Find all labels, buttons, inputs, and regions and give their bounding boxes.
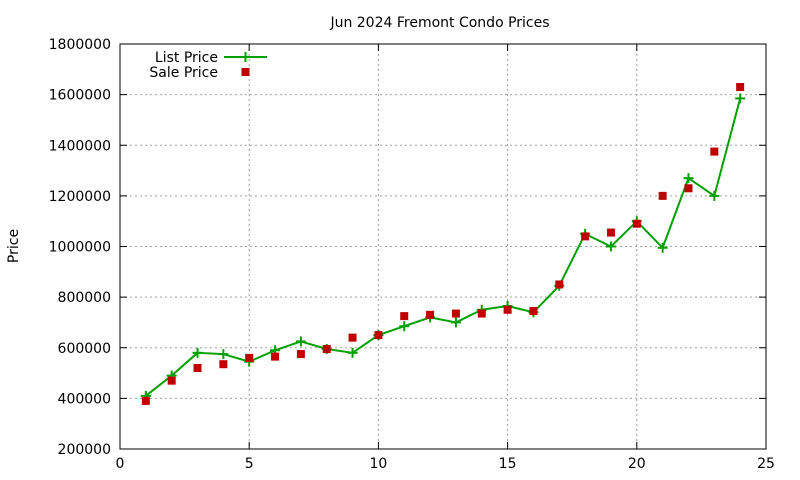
- data-point-square: [167, 376, 176, 385]
- data-point-square: [193, 364, 202, 372]
- series-line: [145, 98, 742, 397]
- data-point-plus: [683, 173, 694, 184]
- data-point-square: [241, 68, 250, 76]
- y-tick-label: 1200000: [49, 189, 111, 205]
- data-point-square: [555, 280, 564, 289]
- data-point-plus: [399, 321, 410, 332]
- tick-labels: 0 5 10 15 20 25 200000 400000 600000 800000 100000…: [49, 37, 775, 472]
- y-tick-label: 800000: [58, 290, 111, 306]
- data-point-plus: [218, 349, 229, 360]
- data-point-square: [658, 191, 667, 200]
- data-point-square: [710, 147, 719, 156]
- data-point-square: [245, 353, 254, 362]
- y-tick-label: 400000: [58, 391, 111, 407]
- data-point-plus: [295, 336, 306, 347]
- y-axis-label: Price: [6, 229, 22, 263]
- y-tick-label: 600000: [58, 341, 111, 357]
- data-point-plus: [605, 241, 616, 252]
- data-point-square: [581, 232, 590, 241]
- x-tick-label: 20: [628, 456, 646, 472]
- data-point-square: [348, 333, 357, 342]
- series-2: [141, 83, 745, 405]
- data-point-plus: [240, 52, 251, 62]
- y-tick-label: 200000: [58, 442, 111, 458]
- data-point-square: [400, 312, 409, 321]
- series-1: [140, 93, 746, 401]
- data-point-square: [426, 310, 435, 319]
- data-point-square: [503, 305, 512, 314]
- y-tick-label: 1600000: [49, 88, 111, 104]
- y-tick-label: 1400000: [49, 138, 111, 154]
- x-tick-label: 5: [245, 456, 254, 472]
- data-point-square: [296, 350, 305, 359]
- data-point-plus: [709, 190, 720, 201]
- data-point-square: [374, 331, 383, 340]
- y-tick-label: 1800000: [49, 37, 111, 53]
- data-point-square: [451, 309, 460, 318]
- plot-area: [140, 83, 746, 405]
- data-point-square: [736, 83, 745, 92]
- x-tick-label: 10: [369, 456, 387, 472]
- data-point-plus: [450, 317, 461, 328]
- grid-lines: [120, 44, 766, 449]
- data-point-square: [684, 184, 693, 193]
- x-tick-label: 25: [757, 456, 775, 472]
- data-point-plus: [657, 242, 668, 253]
- legend-label: Sale Price: [149, 65, 218, 81]
- y-tick-label: 1000000: [49, 240, 111, 256]
- data-point-square: [271, 352, 280, 361]
- legend-label: List Price: [155, 50, 218, 66]
- data-point-square: [322, 345, 331, 354]
- chart-title: Jun 2024 Fremont Condo Prices: [329, 15, 549, 31]
- data-point-square: [529, 307, 538, 316]
- data-point-plus: [735, 93, 746, 104]
- x-tick-label: 0: [116, 456, 125, 472]
- axes: [119, 43, 767, 450]
- x-tick-label: 15: [499, 456, 517, 472]
- data-point-square: [219, 360, 228, 369]
- data-point-plus: [192, 347, 203, 358]
- data-point-plus: [347, 347, 358, 358]
- data-point-square: [141, 396, 150, 405]
- data-point-square: [477, 309, 486, 318]
- data-point-square: [606, 228, 615, 237]
- data-point-square: [632, 219, 641, 228]
